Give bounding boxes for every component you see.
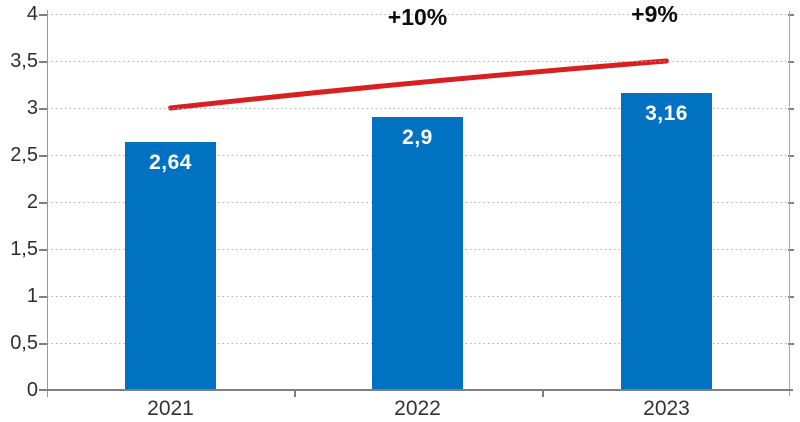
growth-annotation: +10% (387, 3, 448, 30)
x-axis-tick-label: 2023 (643, 397, 690, 420)
y-axis-tick-label: 0 (26, 379, 38, 401)
gridline-3,5 (47, 61, 793, 62)
y-axis-tick-label: 4 (26, 3, 38, 25)
right-tick (788, 61, 794, 63)
y-axis-tick-label: 0,5 (10, 332, 38, 354)
trend-line-path (168, 58, 669, 111)
bar-2021: 2,64 (125, 141, 216, 389)
bar-value-label: 3,16 (645, 101, 688, 125)
bar-value-label: 2,64 (149, 150, 192, 174)
left-tick (39, 249, 47, 251)
left-tick (39, 296, 47, 298)
x-axis-line (46, 389, 793, 391)
y-axis-tick-label: 3,5 (10, 50, 38, 72)
left-tick (39, 155, 47, 157)
left-tick (39, 14, 47, 16)
bar-2023: 3,16 (621, 92, 712, 389)
right-tick (788, 249, 794, 251)
bar-2022: 2,9 (372, 117, 463, 389)
x-axis-tick (294, 390, 296, 397)
y-axis-tick-label: 2 (26, 191, 38, 213)
left-tick (39, 108, 47, 110)
x-axis-tick-label: 2022 (394, 397, 441, 420)
x-axis-tick (542, 390, 544, 397)
right-tick (788, 296, 794, 298)
bar-value-label: 2,9 (402, 126, 433, 150)
right-tick (788, 108, 794, 110)
right-tick (788, 14, 794, 16)
right-tick (788, 343, 794, 345)
y-axis-tick-label: 2,5 (10, 144, 38, 166)
growth-annotation: +9% (631, 1, 678, 27)
right-axis-line (789, 11, 790, 396)
x-axis-tick-label: 2021 (147, 397, 194, 420)
left-tick (39, 343, 47, 345)
y-axis-tick-label: 3 (26, 97, 38, 119)
y-axis-line (46, 10, 48, 397)
gridline-4 (47, 14, 793, 15)
y-axis-tick-label: 1,5 (10, 238, 38, 260)
left-tick (39, 61, 47, 63)
right-tick (788, 202, 794, 204)
left-tick (39, 202, 47, 204)
left-tick (39, 389, 47, 391)
right-tick (788, 155, 794, 157)
gridline-3 (47, 108, 793, 109)
y-axis-tick-label: 1 (26, 285, 38, 307)
